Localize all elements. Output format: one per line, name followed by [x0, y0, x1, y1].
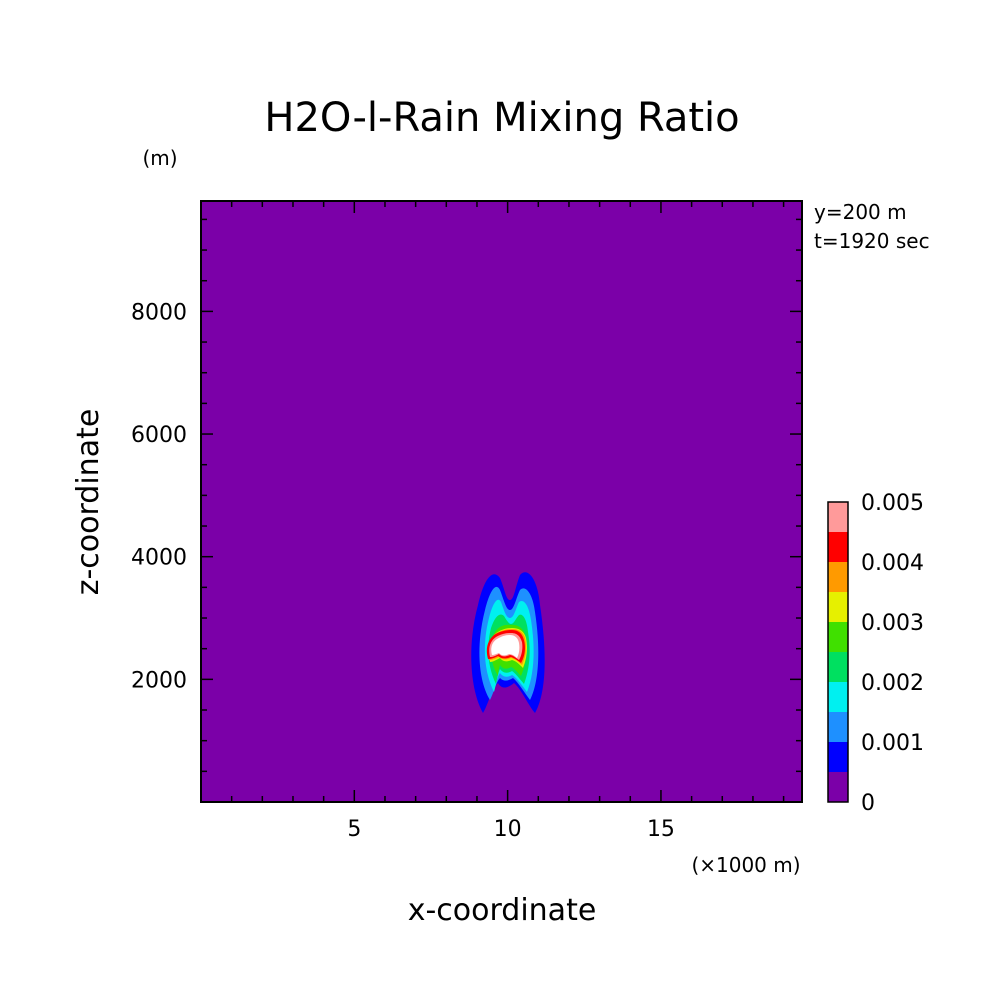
annotation-t: t=1920 sec — [814, 229, 930, 253]
y-tick-label: 6000 — [131, 423, 187, 448]
x-tick-label: 5 — [347, 817, 361, 842]
colorbar-swatch — [828, 622, 848, 652]
y-axis-label: z-coordinate — [71, 409, 106, 596]
x-tick-label: 15 — [647, 817, 675, 842]
colorbar-tick-label: 0.004 — [861, 551, 924, 576]
x-tick-label: 10 — [494, 817, 522, 842]
colorbar-tick-label: 0.001 — [861, 731, 924, 756]
colorbar-swatch — [828, 772, 848, 802]
x-tick-labels: 5 10 15 — [347, 817, 675, 842]
y-tick-label: 4000 — [131, 546, 187, 571]
colorbar-tick-label: 0 — [861, 791, 875, 816]
colorbar-swatch — [828, 592, 848, 622]
contour-0-005 — [491, 635, 520, 658]
x-unit-label: (×1000 m) — [691, 853, 800, 877]
chart-title: H2O-l-Rain Mixing Ratio — [264, 95, 739, 141]
colorbar-tick-label: 0.002 — [861, 671, 924, 696]
y-tick-labels: 2000 4000 6000 8000 — [131, 300, 187, 693]
plot-area — [200, 200, 803, 803]
colorbar-frame — [827, 501, 849, 803]
y-tick-label: 2000 — [131, 668, 187, 693]
colorbar-swatch — [828, 502, 848, 532]
colorbar: 0 0.001 0.002 0.003 0.004 0.005 — [827, 491, 924, 816]
colorbar-swatch — [828, 532, 848, 562]
axis-ticks — [201, 201, 802, 802]
colorbar-swatch — [828, 712, 848, 742]
colorbar-swatch — [828, 652, 848, 682]
colorbar-swatch — [828, 742, 848, 772]
colorbar-swatch — [828, 562, 848, 592]
colorbar-tick-label: 0.005 — [861, 491, 924, 516]
colorbar-swatch — [828, 682, 848, 712]
rain-contours — [471, 572, 545, 713]
y-unit-label: (m) — [142, 146, 177, 170]
colorbar-tick-label: 0.003 — [861, 611, 924, 636]
plot-background — [201, 201, 802, 802]
x-axis-label: x-coordinate — [408, 893, 597, 928]
y-tick-label: 8000 — [131, 300, 187, 325]
annotation-y: y=200 m — [814, 200, 907, 224]
plot-frame — [200, 200, 803, 803]
